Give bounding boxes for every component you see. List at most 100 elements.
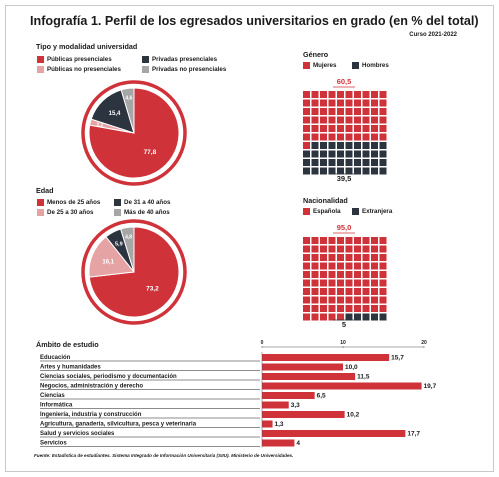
bar-value-label: 4 [296,440,300,447]
waffle-nacionalidad-cell [379,271,387,278]
legend-swatch [37,209,44,216]
waffle-nacionalidad-cell [345,245,353,253]
waffle-nacionalidad-cell [320,254,327,261]
bar-category-label: Negocios, administración y derecho [40,384,143,390]
waffle-nacionalidad-cell [311,305,319,312]
waffle-nacionalidad-cell [371,262,378,270]
waffle-genero-cell [337,159,344,166]
waffle-nacionalidad-cell [345,296,353,304]
waffle-nacionalidad-cell [311,279,319,287]
waffle-nacionalidad-cell [311,271,319,278]
waffle-genero-cell [379,116,387,124]
waffle-nacionalidad-cell [379,279,387,287]
bar [262,430,406,437]
waffle-genero-cell [337,142,344,149]
waffle-genero-cell [311,167,319,175]
waffle-genero-cell [379,133,387,141]
legend-item-31-40: De 31 a 40 años [114,199,170,206]
waffle-nacionalidad-cell [371,288,378,295]
waffle-genero-cell [303,142,310,149]
waffle-nacionalidad-cell [311,254,319,261]
waffle-nacionalidad-cell [303,288,310,295]
waffle-genero-cell [337,108,344,115]
waffle-nacionalidad-cell [345,271,353,278]
waffle-genero-value-mujeres: 60,5 [337,77,352,86]
bar-value-label: 19,7 [424,383,437,390]
waffle-genero-cell [320,150,327,158]
waffle-genero-cell [320,108,327,115]
waffle-nacionalidad-cell [379,237,387,244]
legend-item-espanola: Española [303,208,341,215]
pie-modalidad-slice-label-1: 15,4 [109,111,121,117]
waffle-nacionalidad-cell [371,254,378,261]
waffle-genero-cell [354,116,361,124]
waffle-genero-cell [328,167,336,175]
waffle-genero-cell [320,133,327,141]
waffle-nacionalidad-cell [320,313,327,321]
bar [262,439,295,447]
waffle-nacionalidad-cell [320,245,327,253]
bar-category-label: Educación [40,355,71,361]
pie-edad-slice-label-3: 4,8 [125,234,132,240]
waffle-nacionalidad-cell [328,271,336,278]
waffle-nacionalidad-cell [337,313,344,321]
waffle-nacionalidad-cell [303,245,310,253]
waffle-nacionalidad-cell [320,262,327,270]
waffle-nacionalidad-cell [362,288,370,295]
waffle-nacionalidad-cell [328,305,336,312]
waffle-nacionalidad-cell [328,254,336,261]
waffle-nacionalidad-cell [311,237,319,244]
section-title-modalidad: Tipo y modalidad universidad [36,42,138,51]
source-note: Fuente: Estadística de estudiantes. Sist… [34,453,294,458]
waffle-genero-cell [328,108,336,115]
section-title-edad: Edad [36,186,54,195]
waffle-nacionalidad-cell [303,254,310,261]
pie-edad-slice-2 [88,236,135,278]
pie-edad-slice-3 [120,226,135,273]
waffle-genero-cell [371,116,378,124]
waffle-genero-cell [328,116,336,124]
waffle-genero-cell [303,159,310,166]
waffle-nacionalidad-cell [328,245,336,253]
page-title: Infografía 1. Perfil de los egresados un… [30,14,479,28]
waffle-genero-cell [354,142,361,149]
bar-value-label: 10,0 [345,364,358,371]
waffle-nacionalidad-cell [337,245,344,253]
waffle-genero-cell [320,125,327,132]
legend-swatch [114,209,121,216]
waffle-genero-cell [320,116,327,124]
waffle-nacionalidad-cell [311,262,319,270]
legend-swatch [142,56,149,63]
waffle-nacionalidad-cell [354,237,361,244]
waffle-nacionalidad-cell [320,279,327,287]
legend-swatch [303,62,310,69]
waffle-genero-cell [345,116,353,124]
legend-item-mujeres: Mujeres [303,62,336,69]
waffle-genero-cell [362,91,370,98]
waffle-nacionalidad-cell [311,296,319,304]
waffle-genero-cell [328,91,336,98]
waffle-genero-cell [371,99,378,107]
legend-swatch [37,66,44,73]
bar-value-label: 17,7 [407,431,420,438]
waffle-genero-value-hombres: 39,5 [337,174,352,183]
waffle-genero-cell [371,142,378,149]
bar [262,420,273,428]
waffle-genero-cell [354,108,361,115]
waffle-genero-cell [379,167,387,175]
pie-edad-slice-label-0: 73,2 [146,285,159,292]
waffle-genero-cell [320,142,327,149]
waffle-nacionalidad-cell [303,296,310,304]
waffle-nacionalidad-cell [345,279,353,287]
waffle-genero-cell [303,125,310,132]
waffle-nacionalidad-cell [345,237,353,244]
waffle-nacionalidad-cell [303,237,310,244]
waffle-genero-cell [311,99,319,107]
waffle-genero-cell [320,99,327,107]
waffle-genero-cell [362,167,370,175]
legend-swatch [352,208,359,215]
bar-category-label: Ciencias sociales, periodismo y document… [40,374,177,380]
legend-swatch [303,208,310,215]
waffle-genero-cell [337,167,344,175]
waffle-genero-cell [379,142,387,149]
